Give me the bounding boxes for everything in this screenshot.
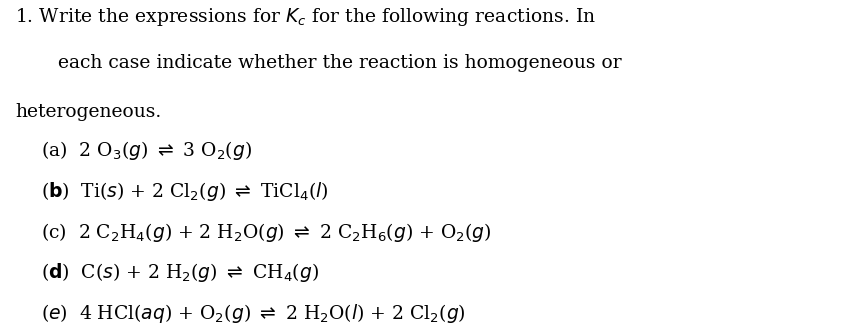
Text: 1. Write the expressions for $K_c$ for the following reactions. In: 1. Write the expressions for $K_c$ for t… [15,6,597,28]
Text: ($\mathbf{d}$)  C($s$) + 2 H$_2$($g$) $\rightleftharpoons$ CH$_4$($g$): ($\mathbf{d}$) C($s$) + 2 H$_2$($g$) $\r… [41,261,319,284]
Text: (a)  2 O$_3$($g$) $\rightleftharpoons$ 3 O$_2$($g$): (a) 2 O$_3$($g$) $\rightleftharpoons$ 3 … [41,139,252,162]
Text: heterogeneous.: heterogeneous. [15,103,162,120]
Text: ($e$)  4 HCl($aq$) + O$_2$($g$) $\rightleftharpoons$ 2 H$_2$O($l$) + 2 Cl$_2$($g: ($e$) 4 HCl($aq$) + O$_2$($g$) $\rightle… [41,302,465,325]
Text: each case indicate whether the reaction is homogeneous or: each case indicate whether the reaction … [58,54,621,72]
Text: (c)  2 C$_2$H$_4$($g$) + 2 H$_2$O($g$) $\rightleftharpoons$ 2 C$_2$H$_6$($g$) + : (c) 2 C$_2$H$_4$($g$) + 2 H$_2$O($g$) $\… [41,221,492,243]
Text: ($\mathbf{b}$)  Ti($s$) + 2 Cl$_2$($g$) $\rightleftharpoons$ TiCl$_4$($l$): ($\mathbf{b}$) Ti($s$) + 2 Cl$_2$($g$) $… [41,180,328,203]
